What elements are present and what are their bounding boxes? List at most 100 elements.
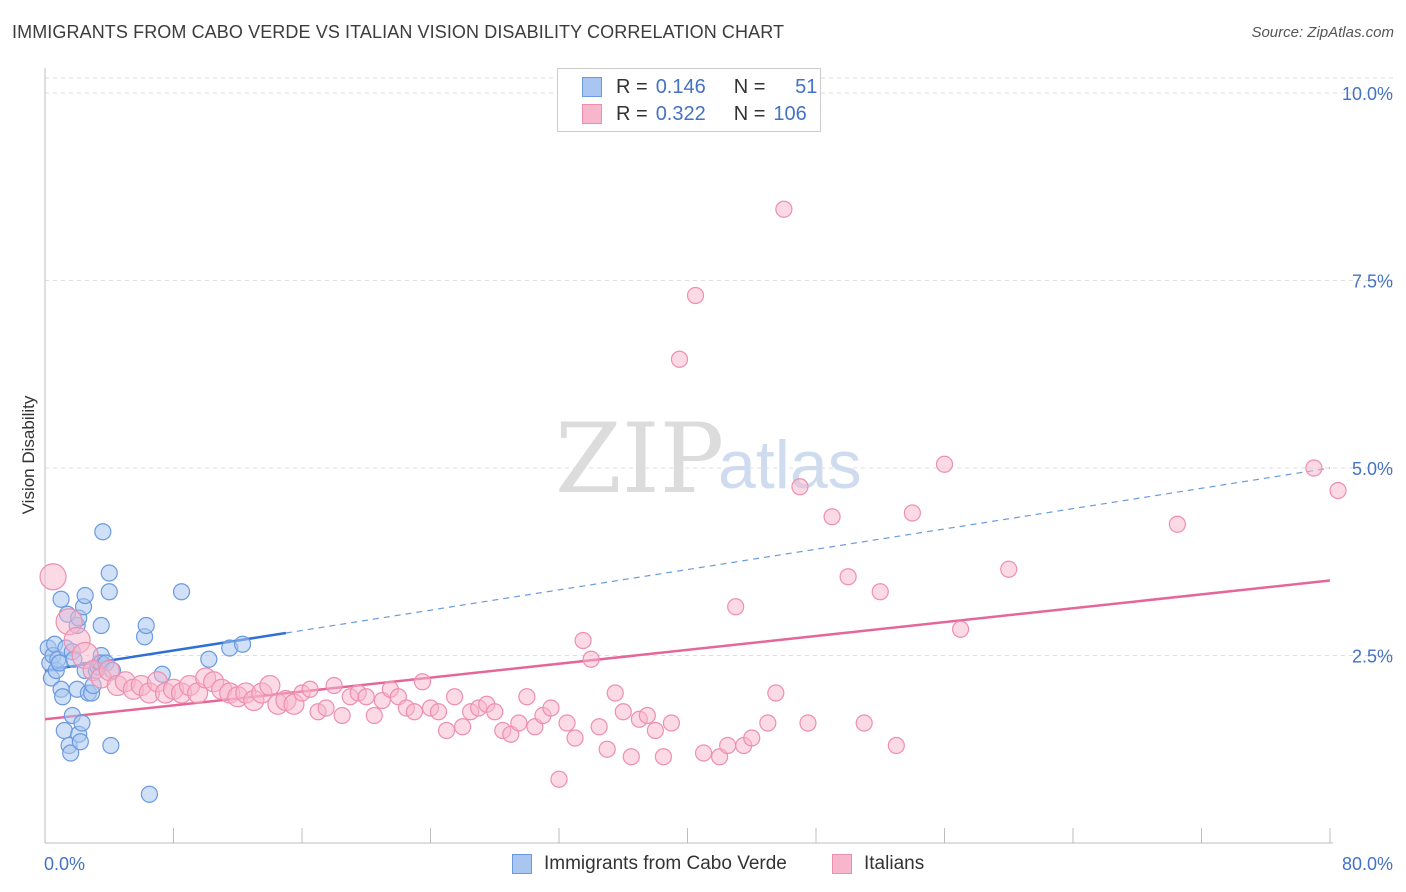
italians-point — [39, 563, 67, 591]
watermark: ZIP atlas — [555, 403, 862, 515]
italians-point — [887, 736, 905, 755]
italians-point — [486, 703, 504, 721]
y-axis-label: Vision Disability — [19, 395, 38, 514]
italians-point — [935, 455, 954, 473]
cabo-verde-point — [137, 616, 155, 635]
italians-point — [606, 684, 624, 702]
chart-title: IMMIGRANTS FROM CABO VERDE VS ITALIAN VI… — [12, 22, 785, 42]
cabo-verde-point — [52, 590, 70, 608]
cabo-verde-point — [200, 650, 218, 668]
cabo-verde-point — [102, 736, 120, 755]
italians-point — [357, 688, 375, 706]
legend-row-italians: R = 0.322 N = 106 — [582, 103, 811, 125]
cabo-verde-point — [100, 564, 118, 582]
italians-point — [1305, 459, 1323, 477]
cabo-verde-point — [100, 583, 118, 601]
italians-point — [1168, 515, 1187, 533]
italians-point — [1329, 481, 1347, 500]
bottom-legend-italians: Italians — [832, 852, 924, 876]
y-tick-label: 2.5% — [1352, 647, 1393, 667]
bottom-legend-label: Immigrants from Cabo Verde — [544, 853, 787, 874]
legend-row-cabo-verde: R = 0.146 N = 51 — [582, 76, 817, 98]
legend-r-value: 0.146 — [655, 75, 706, 98]
italians-point — [317, 699, 335, 717]
italians-point — [903, 504, 921, 522]
legend-r-label: R = — [616, 75, 648, 98]
cabo-verde-point — [54, 688, 72, 706]
italians-point — [799, 714, 817, 732]
italians-point — [670, 350, 689, 368]
cabo-verde-point — [71, 733, 89, 751]
italians-point — [646, 721, 664, 740]
italians-point — [622, 748, 640, 766]
grid-lines — [45, 77, 1393, 656]
italians-point — [558, 714, 576, 732]
y-tick-label: 10.0% — [1342, 84, 1393, 104]
italians-point — [598, 740, 616, 758]
italians-point — [518, 688, 536, 706]
italians-point — [550, 770, 568, 788]
italians-point — [582, 650, 600, 668]
italians-point — [590, 718, 608, 736]
legend-n-label: N = — [733, 102, 766, 125]
y-tick-labels: 2.5% 5.0% 7.5% 10.0% — [1342, 84, 1393, 667]
x-tick-label: 0.0% — [44, 854, 85, 874]
italians-point — [662, 714, 681, 732]
bottom-legend-label: Italians — [864, 853, 925, 874]
italians-point — [365, 706, 383, 725]
cabo-verde-point — [73, 714, 91, 732]
data-points — [39, 200, 1347, 803]
axes — [44, 68, 1333, 844]
y-tick-label: 5.0% — [1352, 459, 1393, 479]
italians-point — [445, 688, 464, 706]
italians-point — [686, 286, 705, 305]
italians-point — [510, 714, 528, 732]
italians-point — [638, 706, 656, 725]
italians-point — [325, 676, 343, 695]
italians-point — [951, 620, 970, 638]
italians-point — [574, 631, 592, 650]
cabo-verde-point — [140, 785, 159, 803]
legend-swatch-cabo-verde — [582, 77, 602, 97]
italians-point — [429, 703, 448, 721]
watermark-zip: ZIP — [555, 403, 724, 515]
italians-point — [791, 478, 809, 496]
italians-point — [405, 703, 424, 721]
x-tick-labels: 0.0% 80.0% — [44, 854, 1393, 874]
italians-point — [413, 673, 432, 691]
italians-point — [727, 598, 745, 616]
cabo-verde-point — [233, 635, 252, 653]
italians-point — [614, 703, 632, 721]
bottom-legend-cabo-verde: Immigrants from Cabo Verde — [512, 852, 787, 876]
legend-n-value: 51 — [795, 75, 818, 98]
x-ticks — [44, 828, 1331, 843]
italians-point — [654, 748, 673, 766]
italians-point — [542, 699, 560, 717]
source-label: Source: ZipAtlas.com — [1251, 24, 1394, 41]
cabo-verde-point — [92, 616, 110, 635]
italians-point — [759, 714, 777, 732]
italians-point — [454, 718, 472, 736]
cabo-verde-point — [94, 523, 112, 541]
italians-point — [259, 674, 281, 697]
legend-swatch-italians — [582, 104, 602, 124]
cabo-verde-point — [172, 583, 191, 601]
legend-r-value: 0.322 — [655, 102, 706, 125]
italians-point — [855, 714, 873, 732]
italians-point — [333, 706, 351, 725]
italians-point — [301, 680, 319, 698]
x-tick-label: 80.0% — [1342, 854, 1393, 874]
italians-point — [719, 736, 737, 755]
legend-n-value: 106 — [773, 102, 807, 125]
italians-point — [1000, 560, 1018, 578]
cabo-verde-point — [50, 654, 69, 672]
cabo-verde-point — [76, 586, 94, 605]
italians-point — [839, 568, 857, 586]
italians-point — [823, 508, 841, 526]
italians-point — [566, 729, 584, 747]
cabo-verde-point — [55, 721, 73, 740]
cabo-verde-point — [62, 744, 80, 762]
italians-point — [767, 684, 785, 702]
italians-point — [437, 721, 456, 740]
